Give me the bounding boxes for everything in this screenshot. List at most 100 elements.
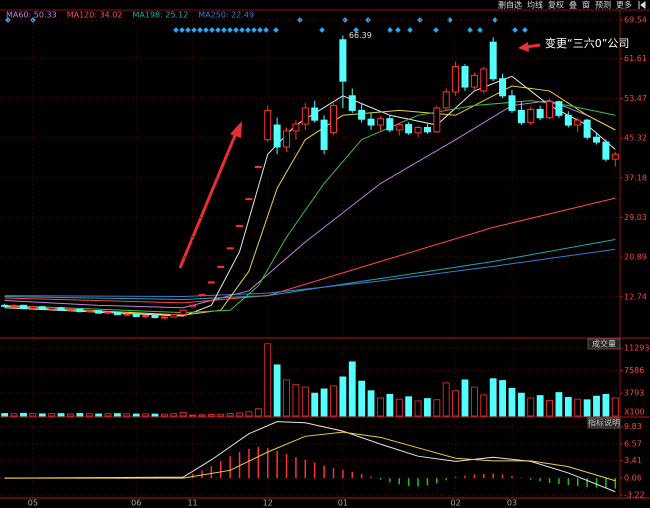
event-marker[interactable]	[185, 27, 191, 33]
candle-body	[245, 198, 253, 201]
toolbar-button[interactable]: 均线	[527, 0, 543, 10]
y-tick-label: 45.32	[624, 134, 647, 143]
candle-body	[320, 119, 328, 150]
event-marker[interactable]	[387, 27, 393, 33]
event-marker[interactable]	[512, 27, 518, 33]
event-marker[interactable]	[227, 27, 233, 33]
event-marker[interactable]	[197, 27, 203, 33]
toolbar-button[interactable]: 更多	[616, 0, 632, 10]
volume-unit: X100	[624, 408, 645, 417]
price-label: 66.39	[349, 31, 372, 40]
candle-body	[433, 107, 441, 133]
y-tick-label: 0.06	[624, 473, 642, 482]
legend-entry: MA250: 22.49	[198, 11, 254, 20]
y-tick-label: 61.61	[624, 54, 647, 63]
volume-bar	[1, 413, 9, 417]
candle-body	[339, 39, 347, 82]
toolbar-button[interactable]: 窗	[582, 0, 590, 10]
event-marker[interactable]	[221, 27, 227, 33]
candle-body	[85, 310, 93, 313]
volume-bar	[48, 413, 56, 417]
y-tick-label: 3.41	[624, 456, 642, 465]
candle-body	[113, 311, 121, 316]
volume-bar	[189, 414, 196, 417]
volume-bar	[151, 413, 159, 417]
candle-body	[405, 124, 413, 134]
candle-body	[160, 316, 168, 319]
event-marker[interactable]	[447, 17, 453, 23]
volume-bar	[574, 398, 582, 417]
x-tick-label: 03	[507, 499, 517, 508]
event-marker[interactable]	[257, 27, 263, 33]
volume-bar	[273, 364, 281, 417]
volume-bar	[358, 380, 366, 417]
candle-body	[132, 313, 140, 318]
event-marker[interactable]	[215, 27, 221, 33]
x-tick-label: 01	[338, 499, 348, 508]
candle-body	[583, 119, 591, 138]
volume-bar	[207, 414, 215, 417]
trend-arrow-head	[230, 121, 242, 138]
event-marker[interactable]	[209, 27, 215, 33]
volume-bar	[114, 413, 121, 417]
volume-bar	[527, 397, 535, 417]
event-marker[interactable]	[251, 27, 257, 33]
candle-body	[48, 307, 56, 310]
volume-bar	[301, 386, 309, 417]
event-marker[interactable]	[492, 17, 498, 23]
event-marker[interactable]	[245, 27, 251, 33]
event-marker[interactable]	[477, 27, 483, 33]
volume-bar	[367, 390, 375, 417]
panel-tab[interactable]	[587, 338, 621, 350]
volume-bar	[602, 393, 610, 417]
candle-body	[151, 315, 159, 319]
legend-entry: MA120: 34.02	[67, 11, 123, 20]
volume-bar	[555, 392, 563, 417]
event-marker[interactable]	[239, 27, 245, 33]
event-marker[interactable]	[173, 27, 179, 33]
candle-body	[76, 308, 84, 313]
event-marker[interactable]	[319, 27, 325, 33]
y-tick-label: 37.18	[624, 173, 647, 182]
volume-bar	[20, 412, 27, 417]
candle-body	[198, 294, 206, 297]
candle-body	[423, 126, 431, 133]
event-marker[interactable]	[353, 27, 359, 33]
candle-body	[301, 107, 309, 125]
event-marker[interactable]	[522, 27, 528, 33]
event-marker[interactable]	[273, 27, 279, 33]
x-tick-label: 02	[451, 499, 461, 508]
candle-body	[142, 315, 150, 318]
candle-body	[57, 307, 65, 311]
moving-average	[4, 100, 616, 314]
volume-bar	[508, 387, 516, 417]
volume-bar	[546, 399, 553, 417]
volume-bar	[377, 397, 384, 417]
event-marker[interactable]	[395, 27, 401, 33]
indicator-title: 指标说明	[588, 418, 620, 428]
legend-entry: MA198: 25.12	[133, 11, 189, 20]
volume-bar	[226, 413, 234, 417]
event-marker[interactable]	[203, 27, 209, 33]
event-marker[interactable]	[407, 27, 413, 33]
moving-average	[4, 197, 616, 304]
panel-tab[interactable]	[587, 417, 621, 429]
candle-body	[564, 114, 572, 126]
event-marker[interactable]	[467, 27, 473, 33]
event-marker[interactable]	[433, 27, 439, 33]
toolbar-button[interactable]: 预测	[595, 0, 611, 10]
volume-bar	[536, 395, 544, 417]
toolbar-button[interactable]: 叠	[569, 1, 577, 10]
candle-body	[283, 130, 291, 148]
y-tick-label: -3.22	[624, 491, 645, 500]
event-marker[interactable]	[233, 27, 239, 33]
toolbar-button[interactable]: 复权	[548, 0, 564, 10]
macd-line	[4, 431, 616, 482]
candle-body	[19, 304, 27, 309]
toolbar-icon[interactable]	[638, 1, 646, 9]
event-marker[interactable]	[179, 27, 185, 33]
toolbar-button[interactable]: 删自选	[498, 0, 522, 10]
y-tick-label: 7586	[624, 366, 644, 375]
